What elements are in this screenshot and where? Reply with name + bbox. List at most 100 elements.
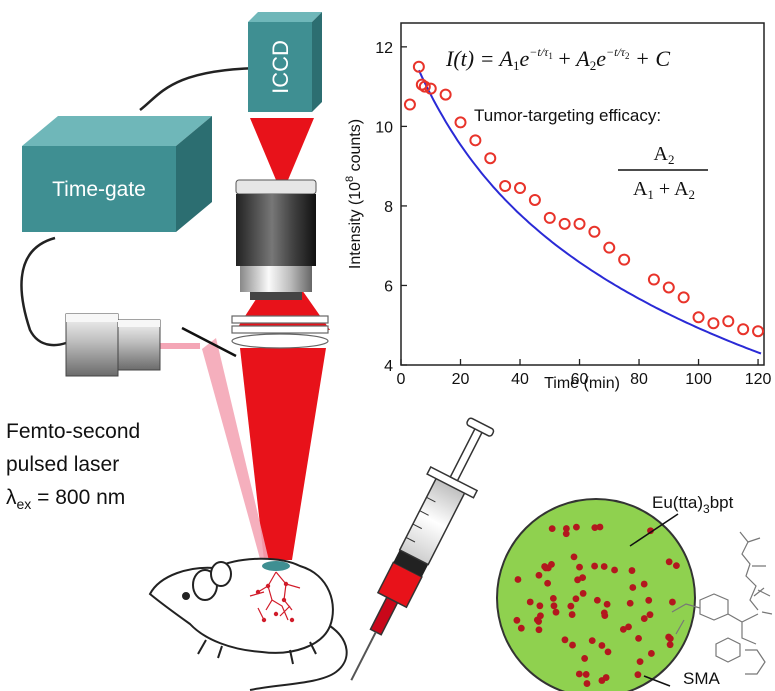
complex-dot — [640, 580, 648, 588]
data-point — [558, 217, 571, 230]
complex-dot — [603, 600, 611, 608]
complex-dot — [517, 624, 525, 632]
complex-subscript: 3 — [703, 502, 710, 516]
efficacy-den-a1-sub: 1 — [647, 187, 654, 202]
excitation-wavelength: λex = 800 nm — [6, 486, 125, 512]
complex-dot — [535, 626, 543, 634]
efficacy-den-plus: + — [654, 178, 674, 200]
vessel-node — [273, 611, 279, 617]
data-point — [514, 182, 527, 195]
complex-dot — [635, 634, 642, 642]
syringe — [350, 417, 495, 681]
data-point — [707, 317, 720, 330]
lambda-subscript: ex — [17, 496, 32, 512]
laser-label-line2: pulsed laser — [6, 453, 119, 476]
tumor-site — [262, 561, 290, 571]
complex-dot — [626, 599, 634, 607]
complex-dot — [562, 525, 570, 532]
complex-dot — [569, 641, 576, 649]
data-point — [603, 241, 616, 254]
data-point — [752, 325, 765, 338]
dichroic-mirror — [181, 326, 237, 358]
complex-dot — [549, 594, 557, 602]
laser-path — [160, 326, 270, 566]
data-point — [484, 152, 497, 165]
data-point — [543, 211, 556, 224]
complex-dot — [591, 562, 599, 570]
nanoparticle — [496, 498, 696, 691]
complex-name: Eu(tta) — [652, 493, 703, 512]
complex-dot — [535, 618, 543, 625]
efficacy-den-a2-sub: 2 — [689, 187, 696, 202]
data-point — [588, 225, 601, 238]
efficacy-num-sub: 2 — [668, 152, 675, 167]
x-tick-label: 0 — [397, 371, 406, 388]
efficacy-num-a: A — [654, 143, 669, 165]
complex-dot — [548, 560, 555, 568]
complex-dot — [591, 524, 599, 531]
fit-curve — [417, 69, 762, 355]
lambda-value: = 800 nm — [31, 486, 125, 509]
complex-dot — [573, 523, 580, 531]
complex-dot — [562, 530, 570, 538]
complex-dot — [535, 571, 543, 579]
data-point — [469, 134, 482, 147]
complex-dot — [583, 680, 591, 687]
x-tick-label: 40 — [511, 371, 529, 388]
complex-dot — [673, 562, 680, 570]
complex-dot — [600, 563, 608, 570]
data-point — [403, 98, 416, 111]
data-point — [412, 60, 425, 73]
eq-a2: A — [574, 46, 590, 71]
complex-dot — [598, 642, 606, 649]
complex-dot — [582, 671, 590, 678]
nanoparticle-dots — [513, 523, 680, 687]
eq-e2-sup: −t/τ — [606, 45, 626, 59]
complex-pointer — [629, 513, 679, 547]
laser-label-line1: Femto-second — [6, 420, 140, 443]
efficacy-denominator: A1 + A2 — [633, 178, 695, 202]
complex-dot — [665, 558, 673, 566]
eq-a1: A — [498, 46, 514, 71]
complex-dot — [619, 626, 627, 633]
complex-dot — [647, 650, 655, 657]
x-axis: 0 20 40 60 80 100 120 — [397, 359, 771, 388]
complex-dot — [628, 567, 636, 574]
eq-e1-sup: −t/τ — [529, 45, 549, 59]
complex-dot — [666, 635, 674, 643]
complex-label: Eu(tta)3bpt — [652, 493, 734, 516]
complex-dot — [645, 596, 653, 604]
objective-lens — [235, 179, 317, 300]
vessel-node — [283, 581, 289, 587]
data-point — [528, 193, 541, 206]
complex-dot — [634, 671, 642, 679]
complex-dot — [513, 616, 521, 624]
complex-dot — [550, 602, 558, 610]
complex-dot — [568, 611, 576, 618]
vessel-branch — [249, 591, 291, 621]
complex-dot — [552, 608, 560, 616]
cable-timegate-laser — [20, 236, 67, 347]
data-points — [403, 60, 765, 338]
complex-dot — [567, 602, 575, 610]
complex-dot — [526, 598, 534, 606]
data-point — [454, 116, 467, 129]
data-point — [737, 323, 750, 336]
tumor-vessels — [249, 571, 301, 623]
y-tick-label: 8 — [384, 199, 393, 216]
y-axis: 4 6 8 10 12 — [375, 40, 407, 375]
data-point — [677, 291, 690, 304]
complex-dot — [640, 615, 648, 622]
complex-dot — [561, 636, 569, 644]
vessel-node — [265, 583, 271, 589]
efficacy-numerator: A2 — [654, 143, 675, 167]
vessel-node — [261, 617, 267, 623]
data-point — [692, 311, 705, 324]
cable-iccd-timegate — [139, 66, 259, 111]
complex-dot — [579, 590, 587, 597]
complex-dot — [602, 674, 610, 681]
sma-label: SMA — [683, 669, 721, 688]
eq-e2-sup-sub: 2 — [625, 51, 630, 61]
